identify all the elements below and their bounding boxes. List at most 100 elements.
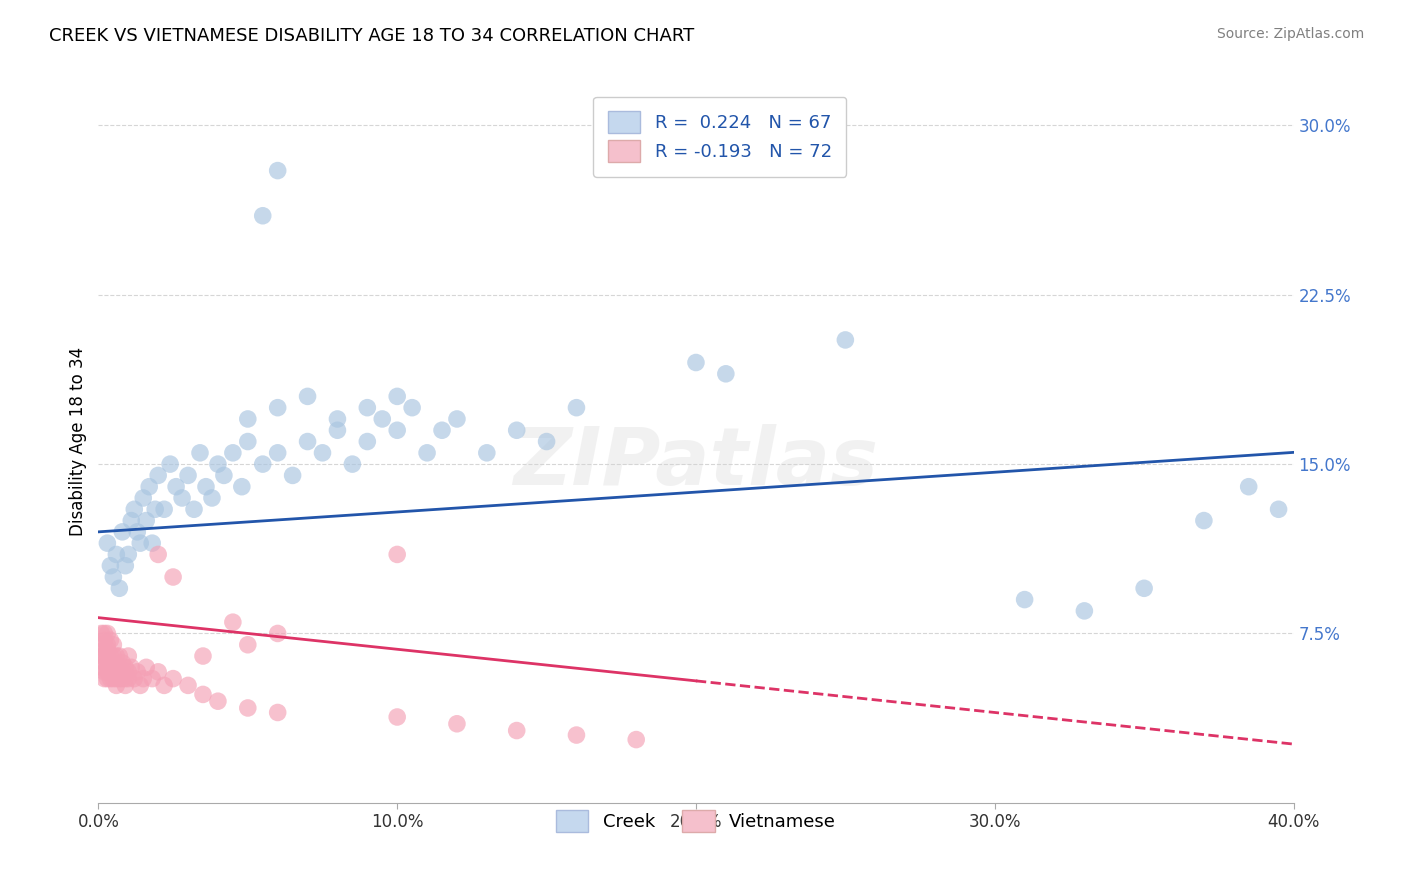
Point: [127, 524, 149, 539]
Point: [385, 710, 409, 724]
Point: [132, 491, 155, 505]
Point: [191, 648, 214, 663]
Text: CREEK VS VIETNAMESE DISABILITY AGE 18 TO 34 CORRELATION CHART: CREEK VS VIETNAMESE DISABILITY AGE 18 TO…: [49, 27, 695, 45]
Point: [111, 672, 134, 686]
Point: [96, 626, 118, 640]
Point: [127, 665, 149, 679]
Text: Source: ZipAtlas.com: Source: ZipAtlas.com: [1216, 27, 1364, 41]
Point: [143, 502, 166, 516]
Point: [267, 163, 290, 178]
Point: [714, 367, 737, 381]
Point: [267, 626, 290, 640]
Point: [162, 570, 184, 584]
Point: [93, 626, 115, 640]
Point: [506, 423, 529, 437]
Point: [177, 678, 200, 692]
Point: [506, 723, 529, 738]
Point: [93, 672, 115, 686]
Point: [148, 665, 170, 679]
Point: [565, 728, 588, 742]
Point: [111, 656, 134, 670]
Point: [536, 434, 558, 449]
Point: [108, 672, 131, 686]
Point: [188, 446, 211, 460]
Point: [222, 615, 245, 630]
Point: [1192, 514, 1215, 528]
Point: [183, 502, 205, 516]
Point: [148, 548, 170, 562]
Point: [114, 660, 136, 674]
Point: [162, 672, 184, 686]
Point: [236, 412, 259, 426]
Point: [90, 648, 112, 663]
Point: [212, 468, 235, 483]
Point: [103, 648, 125, 663]
Point: [129, 678, 152, 692]
Legend: Creek, Vietnamese: Creek, Vietnamese: [543, 797, 849, 845]
Point: [93, 633, 115, 648]
Point: [252, 209, 274, 223]
Point: [141, 672, 163, 686]
Point: [446, 716, 468, 731]
Point: [132, 672, 155, 686]
Point: [195, 480, 218, 494]
Point: [236, 701, 259, 715]
Point: [98, 660, 122, 674]
Point: [129, 536, 152, 550]
Y-axis label: Disability Age 18 to 34: Disability Age 18 to 34: [69, 347, 87, 536]
Point: [153, 678, 176, 692]
Point: [201, 491, 224, 505]
Point: [93, 642, 115, 657]
Point: [96, 536, 118, 550]
Point: [90, 626, 112, 640]
Point: [117, 665, 139, 679]
Point: [385, 389, 409, 403]
Point: [114, 678, 136, 692]
Point: [98, 633, 122, 648]
Point: [103, 638, 125, 652]
Point: [124, 672, 146, 686]
Point: [1073, 604, 1095, 618]
Point: [385, 548, 409, 562]
Point: [93, 656, 115, 670]
Point: [326, 423, 349, 437]
Point: [267, 446, 290, 460]
Point: [108, 665, 131, 679]
Point: [98, 558, 122, 573]
Point: [1237, 480, 1260, 494]
Point: [114, 672, 136, 686]
Point: [236, 434, 259, 449]
Point: [105, 660, 128, 674]
Point: [111, 665, 134, 679]
Point: [98, 648, 122, 663]
Point: [124, 502, 146, 516]
Point: [117, 648, 139, 663]
Point: [267, 706, 290, 720]
Point: [120, 660, 142, 674]
Point: [1014, 592, 1036, 607]
Point: [105, 678, 128, 692]
Point: [385, 423, 409, 437]
Point: [90, 638, 112, 652]
Point: [120, 514, 142, 528]
Point: [172, 491, 194, 505]
Point: [236, 638, 259, 652]
Point: [96, 648, 118, 663]
Point: [342, 457, 364, 471]
Point: [93, 665, 115, 679]
Point: [1267, 502, 1289, 516]
Point: [103, 660, 125, 674]
Point: [90, 660, 112, 674]
Point: [1133, 582, 1156, 596]
Point: [311, 446, 333, 460]
Point: [430, 423, 453, 437]
Point: [252, 457, 274, 471]
Point: [108, 582, 131, 596]
Point: [93, 648, 115, 663]
Point: [105, 665, 128, 679]
Point: [207, 457, 229, 471]
Point: [159, 457, 181, 471]
Point: [326, 412, 349, 426]
Point: [297, 389, 319, 403]
Point: [267, 401, 290, 415]
